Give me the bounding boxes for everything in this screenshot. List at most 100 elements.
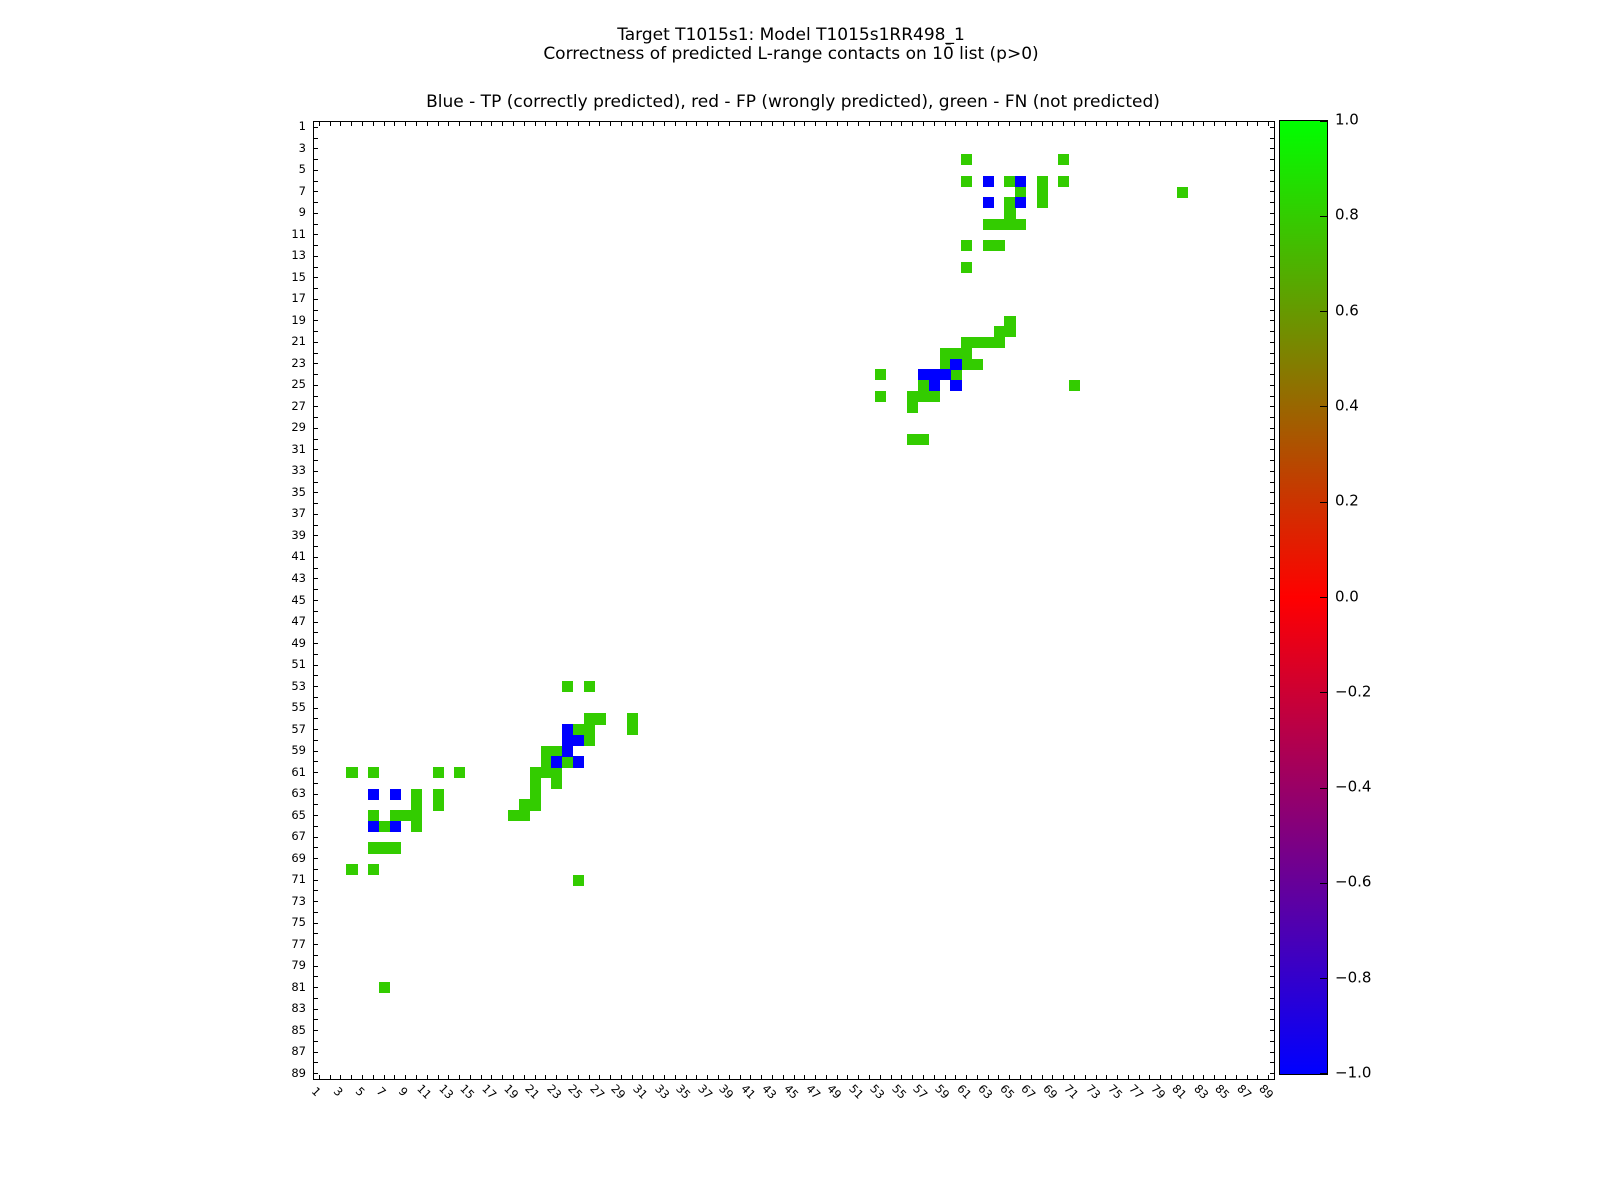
x-tick (329, 1075, 331, 1079)
x-tick (1203, 122, 1205, 126)
y-tick (314, 944, 318, 946)
colorbar (1279, 120, 1328, 1075)
y-tick (1270, 600, 1274, 601)
fn-cell (551, 767, 563, 779)
y-tick-label: 61 (291, 764, 306, 779)
x-tick (372, 122, 374, 126)
y-tick (314, 546, 318, 548)
x-tick (717, 122, 719, 126)
fn-cell (1004, 218, 1016, 230)
y-tick (1270, 277, 1274, 279)
x-tick-label: 51 (845, 1081, 867, 1102)
fn-cell (961, 337, 973, 349)
y-tick (1270, 621, 1274, 623)
x-tick (1192, 1075, 1194, 1079)
y-tick (1270, 126, 1274, 128)
x-tick (685, 122, 687, 126)
y-tick (314, 643, 318, 644)
fn-cell (982, 337, 994, 349)
y-tick (1270, 191, 1274, 193)
y-tick (314, 653, 318, 655)
x-tick (340, 1075, 342, 1079)
y-tick (1270, 320, 1274, 322)
x-tick (1009, 122, 1011, 126)
y-tick (314, 352, 318, 354)
y-tick (314, 202, 318, 204)
y-tick (314, 890, 318, 892)
x-tick (987, 122, 989, 126)
colorbar-tick-label: −0.2 (1335, 682, 1372, 701)
y-tick-label: 57 (291, 721, 306, 736)
y-tick-label: 29 (291, 420, 306, 435)
x-tick (1138, 1075, 1140, 1079)
x-tick (437, 122, 439, 126)
x-tick (1171, 1075, 1173, 1079)
x-tick (955, 1075, 957, 1079)
y-tick (314, 438, 318, 440)
y-tick-label: 87 (291, 1044, 306, 1059)
x-tick (728, 122, 730, 126)
x-tick-label: 43 (759, 1081, 780, 1102)
x-tick (1246, 122, 1248, 126)
y-tick (314, 137, 318, 139)
x-tick (1030, 122, 1032, 126)
y-tick (1270, 202, 1274, 204)
x-tick-label: 71 (1061, 1081, 1082, 1102)
y-tick (1270, 159, 1274, 161)
tp-cell (367, 788, 380, 800)
fn-cell (562, 756, 574, 768)
x-tick (1149, 122, 1151, 126)
y-tick (314, 567, 318, 569)
fn-cell (389, 810, 401, 822)
y-tick (314, 578, 318, 580)
colorbar-tick-label: 1.0 (1335, 110, 1359, 129)
fn-cell (562, 681, 574, 693)
fn-cell (540, 756, 552, 768)
x-tick (869, 122, 870, 126)
fn-cell (993, 326, 1005, 338)
x-tick-label: 27 (587, 1081, 608, 1102)
fn-cell (1004, 175, 1016, 187)
x-tick (1257, 122, 1259, 126)
y-tick (1270, 868, 1274, 870)
x-tick (750, 1075, 752, 1079)
y-tick (314, 1062, 318, 1064)
x-tick-label: 5 (352, 1084, 368, 1100)
x-tick (523, 1075, 525, 1079)
x-tick-label: 73 (1083, 1081, 1104, 1102)
x-tick (664, 1075, 666, 1079)
y-tick (1270, 341, 1274, 343)
x-tick (782, 122, 784, 126)
y-tick (1270, 137, 1274, 139)
y-tick (1270, 481, 1274, 483)
y-tick-label: 71 (291, 872, 306, 887)
x-tick-label: 1 (309, 1084, 325, 1100)
x-tick (642, 122, 644, 126)
y-tick (1270, 589, 1274, 591)
tp-cell (1015, 175, 1027, 187)
x-tick-label: 45 (781, 1081, 802, 1102)
x-tick-label: 3 (330, 1084, 346, 1100)
fn-cell (961, 240, 973, 252)
y-tick-label: 15 (291, 269, 306, 284)
x-tick (739, 122, 741, 126)
colorbar-tick (1320, 1073, 1327, 1074)
x-tick (901, 122, 903, 126)
x-tick (707, 122, 709, 126)
y-tick (314, 858, 318, 860)
x-tick (890, 122, 892, 126)
x-tick (351, 1075, 353, 1079)
x-tick (1084, 1075, 1086, 1079)
y-tick (314, 223, 318, 225)
x-tick (966, 1075, 968, 1079)
fn-cell (874, 369, 887, 381)
y-tick (314, 761, 318, 763)
colorbar-tick (1320, 597, 1327, 598)
x-tick (599, 1075, 601, 1079)
x-tick-label: 25 (565, 1081, 586, 1102)
fn-cell (961, 347, 973, 359)
fn-cell (508, 810, 520, 822)
fn-cell (1004, 315, 1016, 327)
y-tick (1270, 890, 1274, 892)
y-tick (1270, 384, 1274, 386)
